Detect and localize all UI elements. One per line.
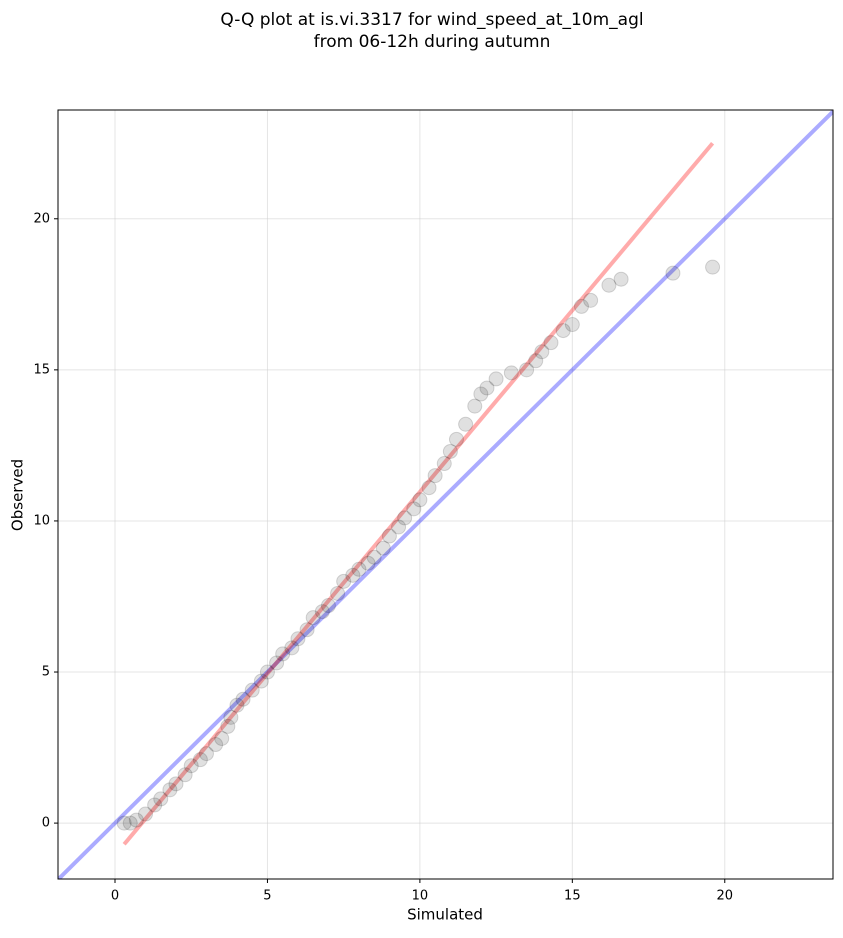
y-tick-label: 5 <box>42 665 50 680</box>
point <box>177 767 193 783</box>
point <box>436 456 452 472</box>
point <box>467 398 483 414</box>
point <box>138 806 153 822</box>
point <box>448 431 464 447</box>
point <box>314 604 330 620</box>
point <box>116 815 132 831</box>
x-tick-label: 10 <box>412 889 429 904</box>
x-tick-label: 5 <box>263 889 271 904</box>
point <box>412 492 428 508</box>
point <box>330 585 346 601</box>
point <box>290 631 306 647</box>
y-tick-label: 0 <box>42 816 50 831</box>
point <box>366 549 382 565</box>
y-tick-label: 15 <box>33 362 50 377</box>
point <box>503 365 519 381</box>
grid <box>58 110 833 879</box>
point <box>214 730 230 746</box>
point <box>583 292 599 308</box>
point <box>573 298 589 314</box>
point <box>299 622 315 638</box>
point <box>275 646 291 662</box>
point <box>162 782 178 798</box>
point <box>427 468 443 484</box>
point <box>229 697 245 713</box>
point <box>284 640 300 656</box>
x-tick-label: 20 <box>716 889 733 904</box>
point <box>351 561 367 577</box>
point <box>375 540 391 556</box>
point <box>421 480 437 496</box>
point <box>601 277 617 293</box>
y-tick-label: 10 <box>33 513 50 528</box>
point <box>244 682 260 698</box>
point <box>235 691 251 707</box>
point <box>534 344 550 360</box>
point <box>705 259 721 275</box>
point <box>360 555 376 571</box>
point <box>381 528 397 544</box>
plot-frame <box>57 109 834 880</box>
point <box>406 501 422 517</box>
point <box>153 791 169 807</box>
point <box>391 519 407 535</box>
point <box>208 737 224 753</box>
point <box>479 380 495 396</box>
point <box>147 797 163 813</box>
point <box>345 567 361 583</box>
point <box>397 510 413 526</box>
point <box>168 776 184 792</box>
point <box>269 655 285 671</box>
point <box>519 362 535 378</box>
point <box>458 416 474 432</box>
point <box>198 746 214 762</box>
point <box>183 758 199 774</box>
point <box>223 709 239 725</box>
point <box>528 353 544 369</box>
reference-line <box>58 110 833 879</box>
point <box>192 752 208 768</box>
plot-area <box>58 110 833 879</box>
chart-subtitle: from 06-12h during autumn <box>314 32 551 52</box>
x-axis-label: Simulated <box>407 906 483 924</box>
point <box>442 443 458 459</box>
point <box>665 265 681 281</box>
y-axis-label: Observed <box>9 459 27 531</box>
point <box>336 573 352 589</box>
point <box>305 610 321 626</box>
chart-title: Q-Q plot at is.vi.3317 for wind_speed_at… <box>220 10 643 30</box>
reference-line <box>122 141 715 846</box>
point <box>473 386 489 402</box>
point <box>253 673 269 689</box>
point <box>564 317 580 333</box>
point <box>320 598 336 614</box>
point <box>613 271 629 287</box>
point <box>122 815 138 831</box>
point <box>220 718 236 734</box>
x-tick-label: 0 <box>111 889 119 904</box>
point <box>555 323 571 339</box>
point <box>543 335 559 351</box>
ticks: 0 5 10 15 20 0 5 10 15 20 <box>33 211 733 903</box>
point <box>259 664 275 680</box>
y-tick-label: 20 <box>33 211 50 226</box>
point <box>128 812 144 828</box>
point <box>488 371 504 387</box>
x-tick-label: 15 <box>564 889 581 904</box>
